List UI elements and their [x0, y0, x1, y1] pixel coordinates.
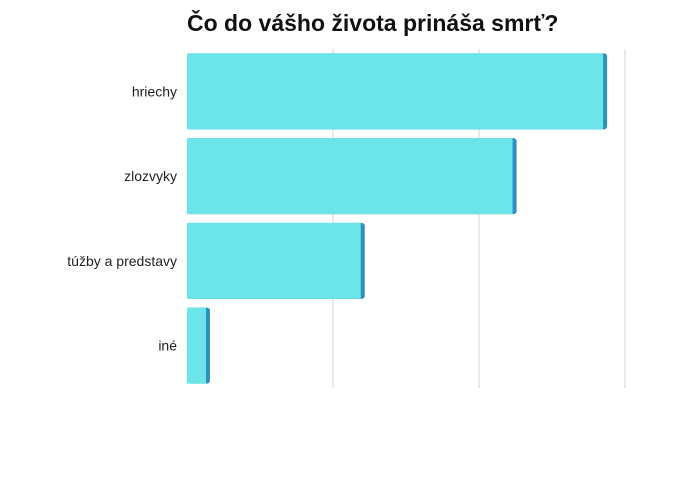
category-label-4: iné [158, 338, 177, 354]
category-label-3: túžby a predstavy [67, 253, 177, 269]
category-label-1: hriechy [132, 83, 177, 99]
category-label-2: zlozvyky [124, 168, 177, 184]
bar-1 [187, 53, 604, 130]
bar-2 [187, 138, 513, 215]
bar-4 [187, 307, 206, 384]
chart-title: Čo do vášho života prináša smrť? [187, 10, 559, 36]
bar-3 [187, 222, 361, 299]
